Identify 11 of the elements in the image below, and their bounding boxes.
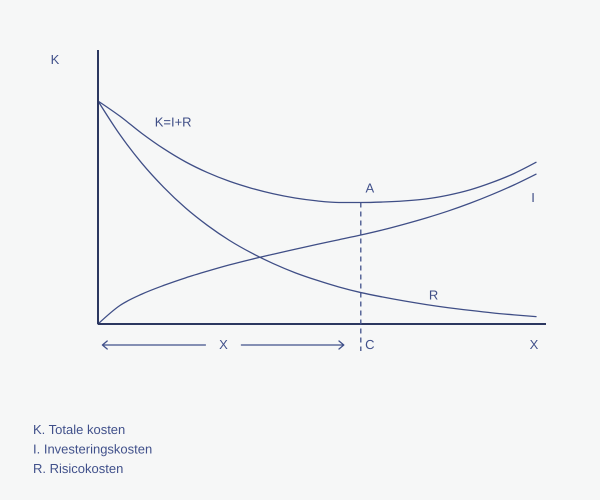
text: R. Risicokosten [33,461,124,476]
series-label: K=I+R [154,114,192,130]
series-label: R [428,288,438,303]
annotation: A [365,180,374,196]
text: X [219,337,228,352]
y-axis-title: K [50,52,60,67]
text: K. Totale kosten [33,422,126,437]
series-label: I [531,190,535,206]
x-axis-title: X [530,337,539,352]
text: C [365,337,374,352]
text: I. Investeringskosten [33,442,152,456]
